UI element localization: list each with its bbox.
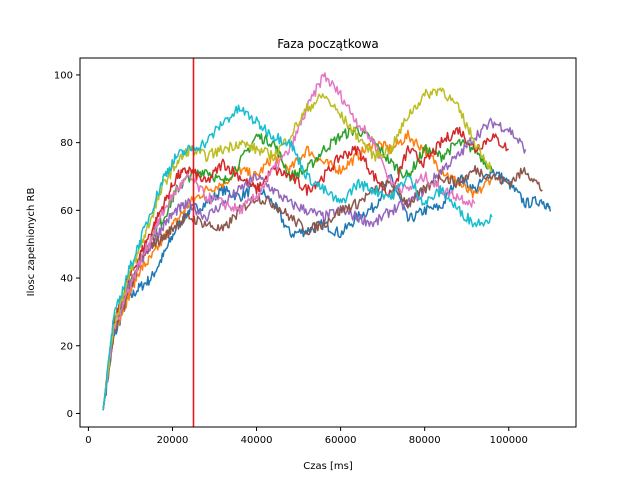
plot-frame: [79, 57, 577, 428]
x-tick-label: 40000: [241, 435, 273, 446]
series-layer: [102, 72, 552, 411]
y-tick-label: 20: [60, 341, 73, 352]
chart-title: Faza początkowa: [277, 37, 379, 51]
series-line-9: [102, 104, 493, 411]
y-tick-label: 40: [60, 274, 73, 285]
y-tick-label: 0: [67, 409, 73, 420]
y-tick-label: 80: [60, 138, 73, 149]
x-tick-label: 100000: [490, 435, 528, 446]
y-axis-label: Ilosc zapelnionych RB: [26, 188, 37, 297]
series-line-1: [102, 169, 552, 411]
x-tick-label: 0: [85, 435, 91, 446]
series-line-3: [102, 126, 493, 411]
x-axis: 0 20000 40000 60000 80000 100000: [85, 427, 528, 446]
series-line-4: [102, 126, 509, 411]
x-tick-label: 80000: [409, 435, 441, 446]
y-tick-label: 100: [54, 70, 73, 81]
plot-area: [102, 58, 552, 427]
series-line-6: [102, 164, 543, 411]
x-tick-label: 20000: [157, 435, 189, 446]
series-line-7: [102, 72, 476, 411]
y-axis: 0 20 40 60 80 100: [54, 70, 80, 420]
x-axis-label: Czas [ms]: [303, 461, 353, 472]
x-tick-label: 60000: [325, 435, 357, 446]
series-line-5: [102, 117, 527, 411]
series-line-8: [102, 87, 493, 411]
y-tick-label: 60: [60, 206, 73, 217]
